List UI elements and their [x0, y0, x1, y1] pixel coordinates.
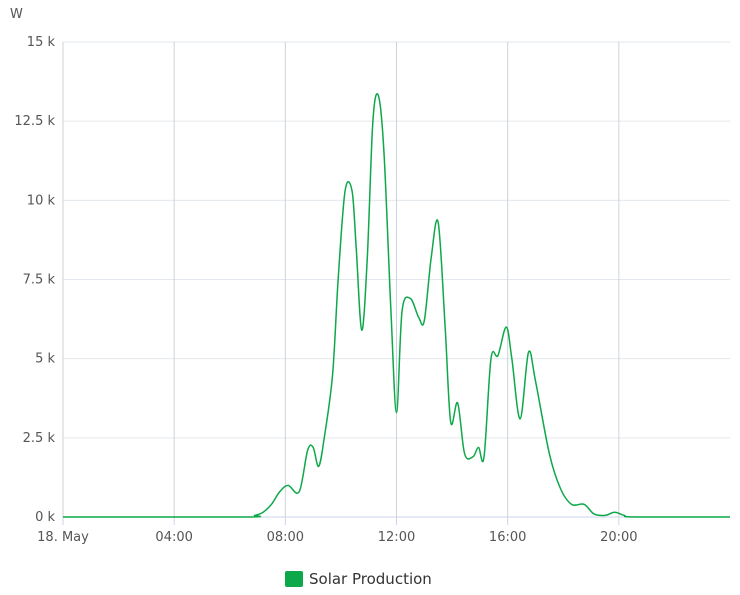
y-tick-label: 12.5 k	[14, 114, 55, 129]
y-tick-label: 7.5 k	[23, 273, 56, 288]
y-tick-labels: 0 k 2.5 k 5 k 7.5 k 10 k 12.5 k 15 k	[14, 35, 55, 525]
series-group	[63, 93, 730, 518]
x-tick-label: 12:00	[378, 530, 415, 545]
x-tick-label: 16:00	[489, 530, 526, 545]
y-tick-label: 2.5 k	[23, 431, 56, 446]
y-tick-label: 0 k	[35, 510, 55, 525]
legend-label[interactable]: Solar Production	[309, 570, 432, 588]
x-tick-labels: 18. May 04:00 08:00 12:00 16:00 20:00	[37, 530, 637, 545]
y-tick-label: 15 k	[27, 35, 56, 50]
legend[interactable]: Solar Production	[285, 570, 432, 588]
legend-swatch	[285, 571, 303, 587]
grid-lines	[62, 41, 730, 525]
x-tick-label: 08:00	[267, 530, 304, 545]
x-tick-label: 18. May	[37, 530, 89, 545]
series-line-solar-production[interactable]	[63, 93, 730, 518]
y-axis-unit-label: W	[10, 7, 23, 22]
y-tick-label: 10 k	[27, 193, 56, 208]
y-tick-label: 5 k	[35, 352, 55, 367]
x-tick-label: 20:00	[600, 530, 637, 545]
x-tick-label: 04:00	[155, 530, 192, 545]
